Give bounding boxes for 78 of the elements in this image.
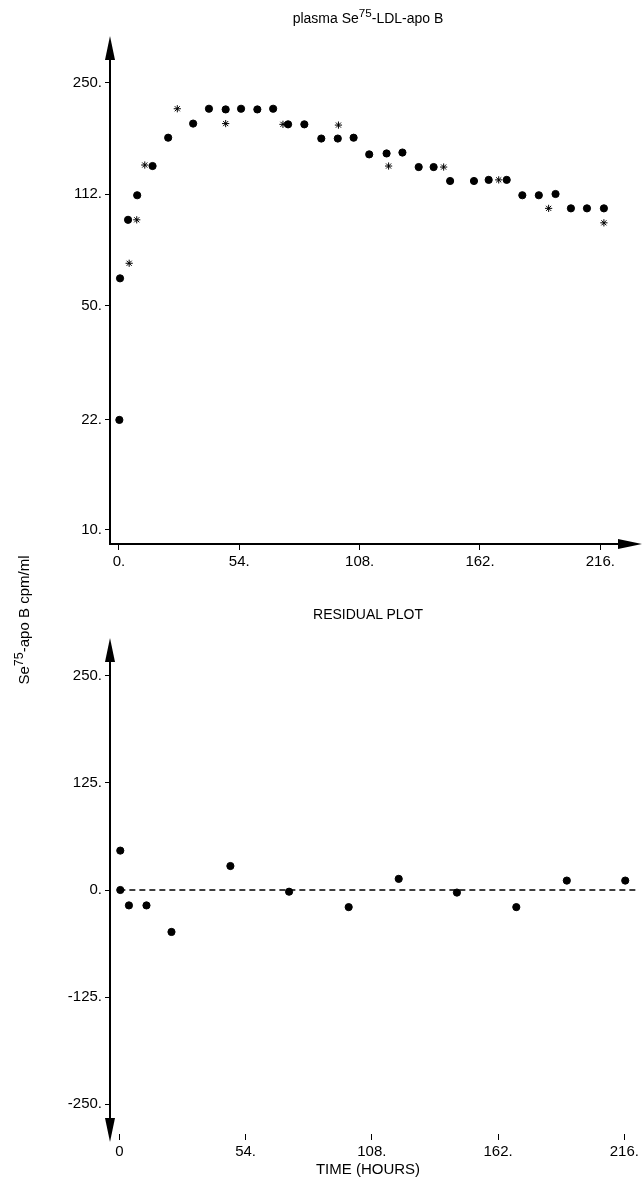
point — [512, 903, 521, 912]
y-tick-label: 112. — [73, 184, 102, 202]
point — [349, 133, 358, 142]
point — [599, 204, 609, 213]
chart-title: plasma Se$^{75}$-LDL-apo B — [291, 6, 445, 26]
y-tick-label: -250. — [67, 1094, 102, 1112]
point — [284, 887, 294, 896]
chart-title: RESIDUAL PLOT — [312, 606, 424, 622]
point — [333, 134, 342, 143]
point — [502, 175, 511, 184]
point — [115, 415, 124, 425]
point — [236, 104, 246, 113]
point — [446, 176, 455, 186]
point — [394, 874, 403, 883]
point — [167, 927, 176, 937]
x-tick-label: 54. — [228, 552, 250, 570]
x-tick-label: 216. — [585, 552, 615, 570]
point — [534, 191, 543, 200]
point — [365, 150, 374, 159]
point — [221, 119, 230, 128]
point — [562, 876, 571, 885]
x-tick-label: 108. — [345, 552, 375, 570]
point — [518, 191, 527, 200]
point — [469, 176, 479, 186]
y-tick-label: 10. — [81, 519, 102, 537]
point — [124, 901, 134, 910]
point — [204, 104, 214, 113]
point — [140, 160, 149, 170]
x-tick-label: 162. — [483, 1142, 513, 1160]
point — [544, 204, 553, 213]
point — [283, 120, 293, 129]
y-tick-label: 0. — [89, 880, 102, 898]
point — [300, 120, 309, 129]
point — [599, 218, 609, 227]
x-tick-label: 0. — [112, 552, 126, 570]
point — [398, 148, 407, 157]
x-tick-label: 162. — [465, 552, 495, 570]
x-tick-label: 54. — [235, 1142, 257, 1160]
point — [344, 903, 353, 912]
point — [494, 175, 503, 184]
point — [173, 104, 182, 113]
point — [269, 104, 278, 113]
point — [551, 189, 560, 199]
y-tick-label: -125. — [67, 987, 102, 1005]
point — [123, 215, 133, 224]
x-tick-label: 108. — [357, 1142, 387, 1160]
point — [221, 105, 230, 114]
point — [253, 105, 262, 114]
point — [125, 259, 134, 268]
point — [164, 133, 173, 142]
point — [582, 204, 592, 213]
point — [384, 161, 393, 171]
point — [116, 846, 125, 855]
point — [429, 162, 438, 172]
point — [133, 191, 142, 200]
point — [226, 861, 235, 871]
point — [317, 134, 326, 143]
y-tick-label: 50. — [81, 296, 102, 314]
point — [452, 888, 462, 897]
y-tick-label: 250. — [72, 72, 102, 90]
point — [621, 876, 630, 885]
y-tick-label: 125. — [72, 773, 102, 791]
point — [142, 901, 151, 910]
point — [414, 162, 423, 172]
y-tick-label: 22. — [81, 410, 102, 428]
point — [382, 149, 391, 158]
x-axis-title: TIME (HOURS) — [314, 1160, 422, 1177]
point — [439, 162, 448, 172]
x-tick-label: 216. — [609, 1142, 639, 1160]
point — [148, 161, 157, 171]
y-tick-label: 250. — [72, 666, 102, 684]
point — [566, 204, 576, 213]
point — [132, 215, 141, 224]
point — [189, 119, 198, 128]
point — [334, 120, 343, 130]
point — [484, 175, 493, 184]
x-tick-label: 0 — [115, 1142, 124, 1160]
point — [115, 274, 125, 283]
